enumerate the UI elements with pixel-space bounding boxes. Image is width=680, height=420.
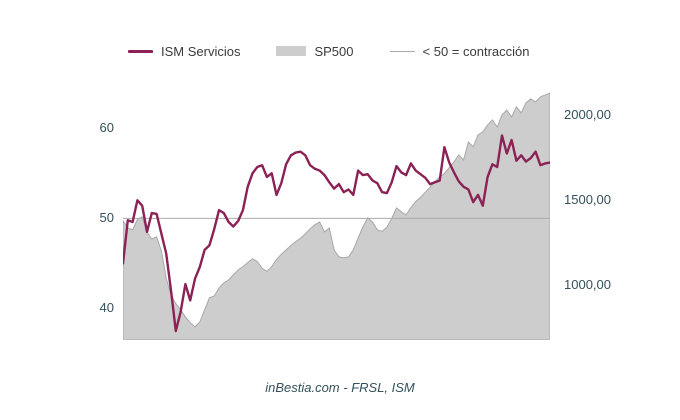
left-tick-50: 50 bbox=[99, 210, 114, 225]
legend: ISM Servicios SP500 < 50 = contracción bbox=[128, 42, 529, 60]
plot-svg bbox=[123, 92, 550, 340]
legend-item-ism: ISM Servicios bbox=[128, 44, 240, 59]
legend-label-ism: ISM Servicios bbox=[161, 43, 241, 59]
left-tick-60: 60 bbox=[99, 120, 114, 135]
thin-line-swatch-icon bbox=[389, 50, 415, 52]
right-tick-1000: 1000,00 bbox=[564, 277, 611, 292]
sp500-area bbox=[123, 92, 550, 340]
legend-item-sp500: SP500 bbox=[276, 43, 354, 59]
maroon-line-swatch-icon bbox=[128, 49, 153, 53]
right-tick-1500: 1500,00 bbox=[564, 192, 611, 207]
ism-line bbox=[123, 134, 550, 333]
gray-area-swatch-icon bbox=[276, 46, 307, 56]
legend-label-sp500: SP500 bbox=[314, 43, 354, 59]
caption: inBestia.com - FRSL, ISM bbox=[265, 380, 415, 395]
left-tick-40: 40 bbox=[99, 300, 114, 315]
right-tick-2000: 2000,00 bbox=[564, 107, 611, 122]
legend-item-contraction: < 50 = contracción bbox=[389, 43, 530, 59]
legend-label-contraction: < 50 = contracción bbox=[422, 43, 530, 59]
